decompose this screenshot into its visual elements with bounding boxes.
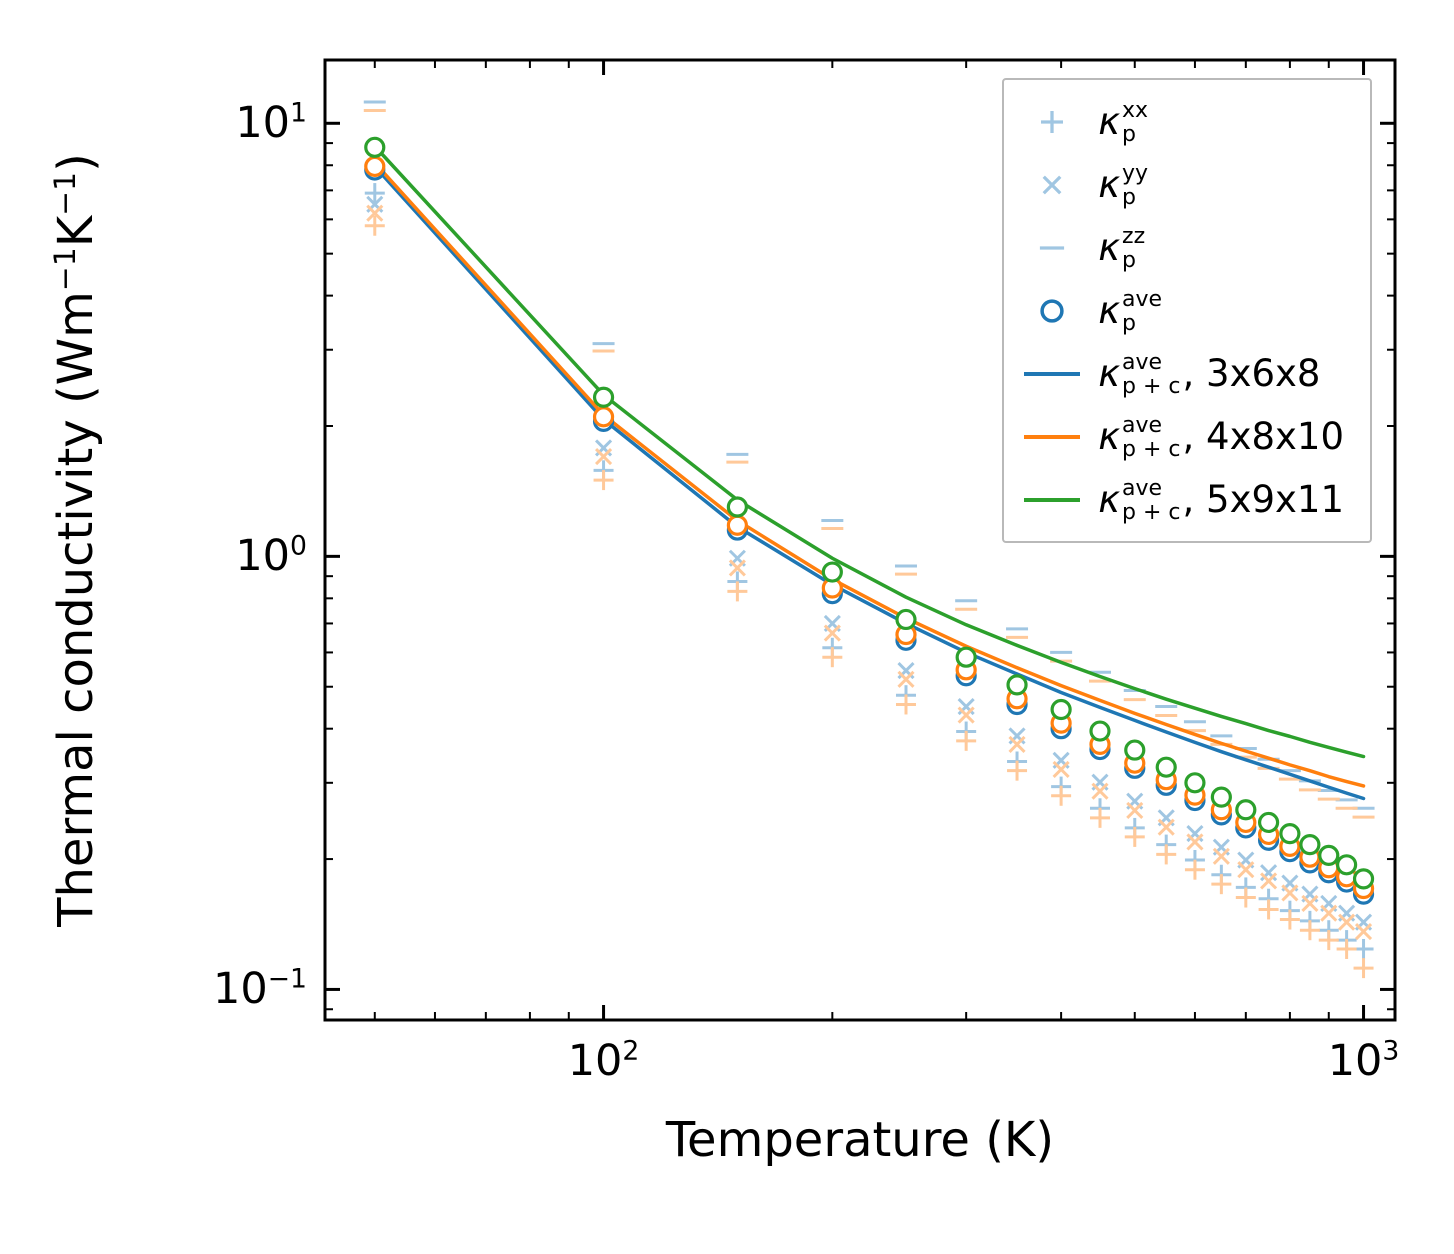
cross-marker — [1126, 801, 1144, 820]
cross-marker — [1260, 872, 1278, 890]
circle-marker — [895, 608, 917, 631]
cross-marker — [1354, 923, 1373, 941]
circle-marker — [1006, 674, 1028, 696]
circle-marker — [1299, 833, 1321, 856]
cross-marker — [1338, 913, 1356, 931]
circle-marker — [592, 386, 615, 408]
circle-marker — [1124, 739, 1146, 761]
circle-marker — [955, 646, 977, 668]
series-kappa_p_zz_pale_blue — [363, 100, 1375, 810]
series-kappa_p_ave_green_circles — [364, 136, 1375, 890]
cross-marker — [1052, 760, 1070, 779]
cross-marker — [366, 204, 384, 222]
circle-marker — [726, 496, 748, 518]
circle-marker — [1089, 720, 1111, 742]
cross-marker — [728, 559, 746, 577]
circle-marker — [592, 406, 615, 428]
cross-marker — [1091, 782, 1109, 800]
cross-marker — [1320, 904, 1338, 922]
series-kappa_p_yy_pale_orange — [366, 204, 1373, 941]
series-kappa_p+c_ave_5x9x11_line — [373, 144, 1366, 759]
plot-border — [323, 58, 1397, 1022]
circle-marker — [821, 561, 843, 583]
circle-marker — [1352, 868, 1375, 890]
circle-marker — [1257, 811, 1280, 834]
circle-marker — [1235, 799, 1257, 821]
cross-marker — [1281, 884, 1299, 902]
series-kappa_p_xx_pale_orange — [364, 215, 1374, 979]
cross-marker — [1212, 847, 1230, 865]
circle-marker — [726, 514, 748, 536]
cross-marker — [1008, 735, 1026, 753]
cross-marker — [823, 624, 841, 642]
series-kappa_p+c_ave_3x6x8_line — [373, 164, 1366, 801]
circle-marker — [1210, 786, 1232, 808]
cross-marker — [1301, 894, 1319, 912]
cross-marker — [594, 447, 613, 466]
circle-marker — [1279, 822, 1301, 845]
cross-marker — [897, 670, 915, 688]
series-kappa_p+c_ave_4x8x10_line — [373, 161, 1366, 788]
circle-marker — [1318, 844, 1340, 866]
circle-marker — [364, 136, 386, 158]
cross-marker — [1186, 833, 1204, 851]
cross-marker — [1237, 861, 1255, 879]
circle-marker — [1155, 756, 1177, 778]
circle-marker — [1050, 698, 1072, 721]
series-kappa_p_ave_orange_circles — [364, 155, 1375, 900]
cross-marker — [1157, 818, 1175, 836]
circle-marker — [1184, 772, 1206, 794]
cross-marker — [957, 706, 975, 724]
circle-marker — [1336, 854, 1358, 876]
series-kappa_p_zz_pale_orange — [363, 109, 1375, 819]
circle-marker — [364, 155, 386, 178]
